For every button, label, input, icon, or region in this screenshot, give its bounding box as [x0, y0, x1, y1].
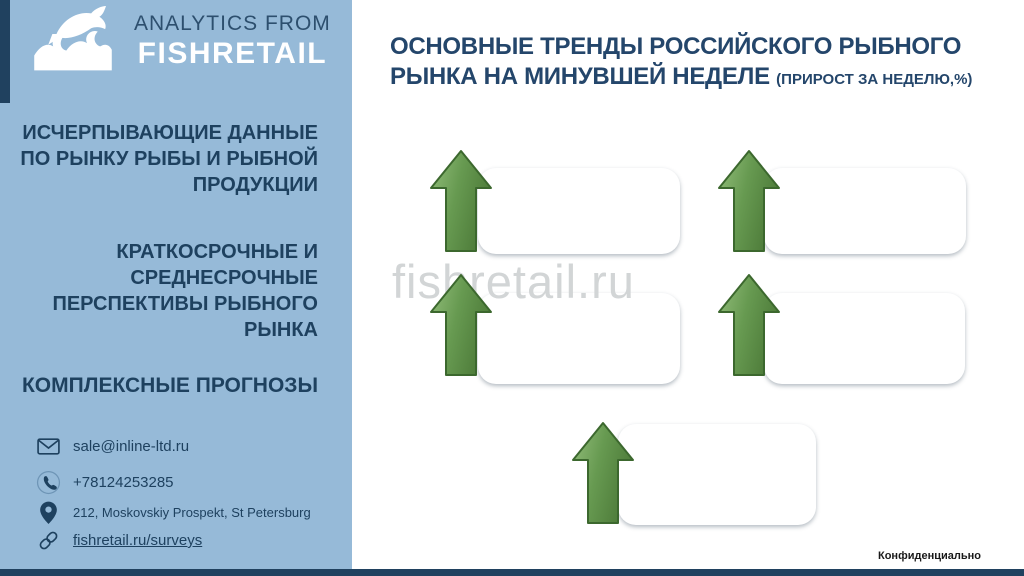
metric-label: Розничные цены на мороженую рыбу [791, 306, 938, 346]
metric-label: Поставлено рыбопродукции за рубеж [648, 430, 786, 494]
fish-waves-logo-icon [34, 6, 112, 71]
up-arrow-icon [430, 150, 492, 252]
contact-email-row: sale@inline-ltd.ru [36, 434, 189, 459]
slide-title-line2: РЫНКА НА МИНУВШЕЙ НЕДЕЛЕ (ПРИРОСТ ЗА НЕД… [390, 63, 973, 90]
sidebar: ANALYTICS FROM FISHRETAIL ИСЧЕРПЫВАЮЩИЕ … [0, 0, 352, 576]
metric-label: Объем производства рыбопродукции [500, 306, 658, 346]
metric-label: Объем добычи (вылова) [523, 178, 635, 219]
confidential-label: Конфиденциально [878, 550, 981, 562]
left-accent-bar [0, 0, 10, 103]
contact-phone-text: +78124253285 [73, 474, 174, 491]
metric-value: +3,09% [549, 352, 609, 371]
metric-card-wholesale-prices: Оптовые цены на мороженую рыбу +0,11% [764, 168, 966, 254]
metric-label: Оптовые цены на мороженую рыбу [799, 178, 931, 219]
up-arrow-icon [718, 274, 780, 376]
contact-address-row: 212, Moskovskiy Prospekt, St Petersburg [36, 500, 311, 525]
metric-card-export-supply: Поставлено рыбопродукции за рубеж +2,8% [618, 424, 816, 525]
sidebar-text-comprehensive-data: ИСЧЕРПЫВАЮЩИЕ ДАННЫЕ ПО РЫНКУ РЫБЫ И РЫБ… [20, 122, 318, 196]
metric-card-production-volume: Объем производства рыбопродукции +3,09% [478, 293, 680, 384]
logo-fishretail: FISHRETAIL [137, 37, 328, 70]
metric-value: +2,86% [549, 224, 609, 244]
location-icon [40, 501, 57, 524]
up-arrow-icon [572, 422, 634, 524]
contact-email-text: sale@inline-ltd.ru [73, 438, 190, 455]
metric-value: +0,11% [836, 224, 894, 244]
metric-value: +0,10% [835, 352, 894, 371]
metric-value: +2,8% [692, 499, 742, 519]
contact-link-row[interactable]: fishretail.ru/surveys [36, 528, 202, 553]
metric-card-retail-prices: Розничные цены на мороженую рыбу +0,10% [764, 293, 965, 384]
up-arrow-icon [718, 150, 780, 252]
bottom-accent-bar [0, 569, 1024, 576]
up-arrow-icon [430, 274, 492, 376]
slide-title-note: (ПРИРОСТ ЗА НЕДЕЛЮ,%) [776, 71, 973, 88]
contact-address-text: 212, Moskovskiy Prospekt, St Petersburg [73, 505, 311, 520]
surveys-link[interactable]: fishretail.ru/surveys [73, 532, 203, 549]
logo-analytics-from: ANALYTICS FROM [134, 12, 331, 35]
logo: ANALYTICS FROM FISHRETAIL [30, 6, 331, 72]
sidebar-text-market-perspectives: КРАТКОСРОЧНЫЕ И СРЕДНЕСРОЧНЫЕ ПЕРСПЕКТИВ… [52, 241, 318, 341]
slide-title-line1: ОСНОВНЫЕ ТРЕНДЫ РОССИЙСКОГО РЫБНОГО [390, 33, 962, 60]
watermark: fishretail.ru [392, 255, 635, 308]
phone-icon [36, 470, 61, 495]
email-icon [37, 438, 60, 455]
sidebar-text-complex-forecasts: КОМПЛЕКСНЫЕ ПРОГНОЗЫ [21, 374, 318, 397]
contact-phone-row: +78124253285 [36, 470, 174, 495]
link-icon [39, 531, 58, 550]
metric-card-catch-volume: Объем добычи (вылова) +2,86% [478, 168, 680, 254]
slide-title: ОСНОВНЫЕ ТРЕНДЫ РОССИЙСКОГО РЫБНОГО РЫНК… [390, 32, 972, 95]
